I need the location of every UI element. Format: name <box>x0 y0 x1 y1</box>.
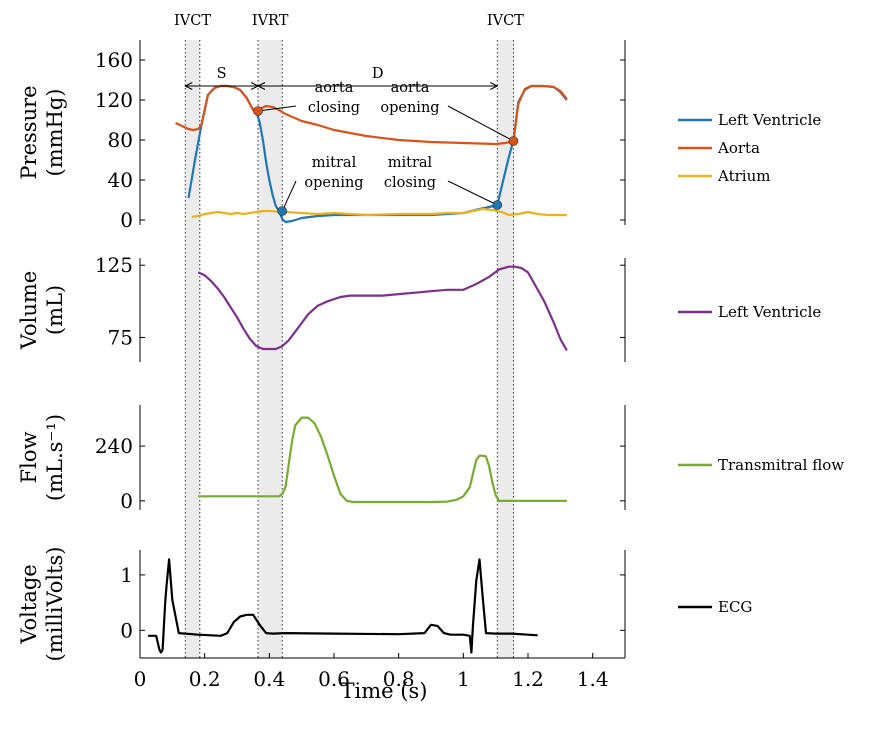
marker-point <box>277 206 288 216</box>
phase-band <box>497 40 514 658</box>
series-line <box>148 558 538 654</box>
y-axis-unit-label: (milliVolts) <box>43 547 67 662</box>
annotation-text: opening <box>304 175 363 191</box>
legend-label: Transmitral flow <box>718 456 844 474</box>
y-axis-label: Voltage <box>17 564 41 644</box>
y-tick-label: 240 <box>95 434 133 458</box>
y-tick-label: 125 <box>95 253 133 277</box>
x-tick-label: 0.4 <box>253 667 285 691</box>
y-tick-label: 75 <box>108 325 133 349</box>
y-axis-label: Pressure <box>17 85 41 179</box>
annotation-text: closing <box>308 100 360 116</box>
phase-band-label: IVRT <box>252 13 289 29</box>
series-line <box>198 416 567 504</box>
annotation-text: closing <box>384 175 436 191</box>
annotation-text: aorta <box>315 80 354 96</box>
y-tick-label: 120 <box>95 88 133 112</box>
span-label: D <box>372 66 384 82</box>
x-tick-label: 0.2 <box>189 667 221 691</box>
x-tick-label: 1.2 <box>512 667 544 691</box>
phase-band-label: IVCT <box>487 13 524 29</box>
annotation-leader <box>447 180 498 206</box>
marker-point <box>253 106 263 116</box>
annotation-text: opening <box>380 100 439 116</box>
marker-point <box>492 200 503 210</box>
annotation-text: mitral <box>312 155 357 171</box>
series-line <box>197 265 568 351</box>
phase-band <box>185 40 200 658</box>
legend-label: Left Ventricle <box>718 303 821 321</box>
y-tick-label: 0 <box>120 618 133 642</box>
x-tick-label: 0 <box>134 667 147 691</box>
legend-label: Atrium <box>717 167 770 185</box>
annotation-leader <box>447 105 514 142</box>
y-axis-unit-label: (mmHg) <box>43 89 67 177</box>
legend-label: Left Ventricle <box>718 111 821 129</box>
x-tick-label: 1.4 <box>577 667 609 691</box>
span-arrow-head <box>184 82 193 90</box>
y-tick-label: 1 <box>120 563 133 587</box>
marker-point <box>508 136 519 146</box>
x-tick-label: 0.6 <box>318 667 350 691</box>
y-axis-label: Volume <box>17 271 41 350</box>
series-line <box>191 207 567 219</box>
y-axis-unit-label: (mL) <box>43 285 67 335</box>
annotation-text: aorta <box>391 80 430 96</box>
y-tick-label: 0 <box>120 489 133 513</box>
span-arrow-head <box>256 82 266 90</box>
x-tick-label: 1 <box>457 667 470 691</box>
panel-3: 0 240 Flow (mL.s⁻¹) <box>17 405 626 513</box>
y-tick-label: 160 <box>95 48 133 72</box>
annotation-leader <box>281 180 297 212</box>
span-arrow-head <box>490 82 499 90</box>
phase-band-label: IVCT <box>174 13 211 29</box>
y-axis-label: Flow <box>17 432 41 484</box>
y-tick-label: 0 <box>120 208 133 232</box>
x-axis: 0 0.2 0.4 0.6 0.8 1 1.2 1.4 <box>134 653 625 691</box>
legend-label: Aorta <box>717 139 760 157</box>
x-axis-label: Time (s) <box>341 679 428 703</box>
legends: Left Ventricle Aorta Atrium Left Ventricle T… <box>678 111 844 616</box>
annotation-text: mitral <box>388 155 433 171</box>
panel-4: 0 1 Voltage (milliVolts) <box>17 547 626 662</box>
span-label: S <box>217 66 227 82</box>
y-axis-unit-label: (mL.s⁻¹) <box>43 414 67 501</box>
legend-label: ECG <box>718 598 752 616</box>
x-tick-label: 0.8 <box>383 667 415 691</box>
y-tick-label: 80 <box>108 128 133 152</box>
panel-2: 75 125 Volume (mL) <box>17 253 626 362</box>
y-tick-label: 40 <box>108 168 133 192</box>
annotation-leader <box>257 105 297 112</box>
